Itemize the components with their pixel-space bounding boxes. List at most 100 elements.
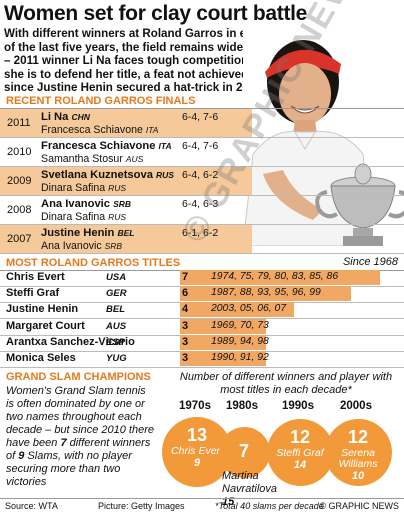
- decade-circle: 12 Steffi Graf 14: [266, 418, 334, 486]
- runner-country: RUS: [108, 212, 127, 222]
- titles-count: 3: [182, 335, 189, 348]
- slam-text-c: Slams, with no player securing more than…: [6, 450, 132, 488]
- final-year: 2009: [7, 175, 32, 187]
- row-shade: [0, 109, 252, 138]
- publisher-credit: © GRAPHIC NEWS: [319, 501, 399, 511]
- final-score: 6-4, 7-6: [182, 111, 219, 123]
- decade-chart: 1970s 13 Chris Evert 9 1980s 7 Martina Navrati…: [0, 400, 404, 508]
- runner-country: AUS: [125, 154, 144, 164]
- top-player: Martina Navratilova: [222, 470, 278, 495]
- player-name: Chris Evert: [6, 271, 65, 283]
- decade-circle: 13 Chris Evert 9: [162, 417, 232, 487]
- slam-text: Women's Grand Slam tennis is often domin…: [6, 385, 156, 489]
- titles-count: 4: [182, 303, 189, 316]
- final-score: 6-4, 7-6: [182, 140, 219, 152]
- final-row: 2007 Justine Henin BEL Ana Ivanovic SRB 6-1…: [0, 225, 404, 254]
- decade-circle: 7: [218, 426, 270, 478]
- titles-count: 6: [182, 287, 189, 300]
- titles-years: 2003, 05, 06, 07: [211, 303, 287, 315]
- final-runner-up: Dinara Safina RUS: [41, 182, 127, 194]
- page-title: Women set for clay court battle: [4, 2, 308, 25]
- final-score: 6-4, 6-2: [182, 169, 219, 181]
- row-shade: [0, 225, 252, 254]
- top-player-titles: 14: [293, 458, 307, 471]
- slam-num-b: 9: [18, 450, 25, 462]
- titles-years: 1989, 94, 98: [211, 335, 269, 347]
- top-player: Serena Williams: [338, 446, 378, 470]
- divider: [0, 498, 404, 499]
- final-year: 2011: [7, 117, 31, 129]
- top-player-titles: 10: [351, 469, 365, 482]
- row-shade: [0, 167, 252, 196]
- row-divider: [0, 195, 404, 196]
- finals-heading: Recent Roland Garros Finals: [6, 95, 196, 107]
- final-winner: Justine Henin BEL: [41, 227, 135, 239]
- row-divider: [0, 166, 404, 167]
- titles-row: Steffi Graf GER 6 1987, 88, 93, 95, 96, 99: [0, 286, 404, 304]
- titles-count: 3: [182, 352, 189, 364]
- winner-country: SRB: [113, 199, 132, 209]
- final-runner-up: Samantha Stosur AUS: [41, 153, 144, 165]
- final-runner-up: Dinara Safina RUS: [41, 211, 127, 223]
- footnote: *Total 40 slams per decade: [215, 501, 324, 511]
- final-row: 2009 Svetlana Kuznetsova RUS Dinara Safina…: [0, 167, 404, 196]
- slam-text-a: Women's Grand Slam tennis is often domin…: [6, 385, 155, 449]
- final-row: 2008 Ana Ivanovic SRB Dinara Safina RUS 6-4…: [0, 196, 404, 225]
- decade-label: 1990s: [282, 400, 314, 412]
- runner-country: ITA: [145, 125, 159, 135]
- player-name: Arantxa Sanchez-Vicario: [6, 335, 135, 348]
- final-score: 6-1, 6-2: [182, 227, 219, 239]
- titles-row: Monica Seles YUG 3 1990, 91, 92: [0, 351, 404, 368]
- titles-count: 7: [182, 271, 189, 283]
- runner-country: SRB: [104, 241, 123, 251]
- titles-bar: [180, 318, 266, 334]
- titles-years: 1974, 75, 79, 80, 83, 85, 86: [211, 271, 339, 282]
- player-photo: [243, 24, 404, 246]
- final-runner-up: Francesca Schiavone ITA: [41, 124, 159, 136]
- winners-count: 13: [186, 425, 208, 445]
- winners-count: 7: [238, 440, 249, 461]
- titles-row: Justine Henin BEL 4 2003, 05, 06, 07: [0, 302, 404, 320]
- titles-row: Chris Evert USA 7 1974, 75, 79, 80, 83, 85,…: [0, 270, 404, 287]
- top-player-outside: Martina Navratilova 15: [222, 470, 292, 509]
- top-player: Chris Evert: [171, 445, 223, 457]
- titles-row: Arantxa Sanchez-Vicario ESP 3 1989, 94, 98: [0, 334, 404, 352]
- decade-label: 2000s: [340, 400, 372, 412]
- slam-caption: Number of different winners and player w…: [179, 371, 393, 396]
- final-year: 2008: [7, 204, 32, 216]
- titles-years: 1987, 88, 93, 95, 96, 99: [211, 287, 321, 299]
- titles-years: 1990, 91, 92: [211, 352, 269, 363]
- slam-text-b: different winners of: [6, 437, 151, 462]
- row-divider: [0, 137, 404, 138]
- player-country: YUG: [106, 353, 127, 364]
- final-winner: Francesca Schiavone ITA: [41, 140, 172, 152]
- titles-row: Margaret Court AUS 3 1969, 70, 73: [0, 318, 404, 336]
- winner-country: CHN: [71, 112, 90, 122]
- row-divider: [0, 253, 404, 254]
- row-divider: [0, 224, 404, 225]
- titles-years: 1969, 70, 73: [211, 319, 269, 331]
- final-year: 2010: [7, 146, 32, 158]
- source: Source: WTA: [5, 501, 58, 511]
- top-player-titles: 9: [193, 457, 201, 469]
- winner-country: RUS: [156, 170, 174, 180]
- player-country: ESP: [106, 336, 126, 348]
- winner-country: ITA: [158, 141, 172, 151]
- row-divider: [0, 367, 404, 368]
- decade-label: 1970s: [179, 400, 211, 412]
- final-year: 2007: [7, 233, 32, 245]
- final-row: 2011 Li Na CHN Francesca Schiavone ITA 6-4,…: [0, 109, 404, 138]
- runner-country: RUS: [108, 183, 127, 193]
- player-country: GER: [106, 288, 127, 300]
- top-player: Steffi Graf: [276, 446, 324, 459]
- final-row: 2010 Francesca Schiavone ITA Samantha Stos…: [0, 138, 404, 167]
- picture-credit: Picture: Getty Images: [98, 501, 185, 511]
- winners-count: 12: [347, 426, 369, 447]
- final-winner: Svetlana Kuznetsova RUS: [41, 169, 174, 181]
- titles-bar: [180, 302, 294, 318]
- player-name: Monica Seles: [6, 352, 76, 364]
- slam-heading: Grand Slam Champions: [6, 371, 151, 383]
- final-score: 6-4, 6-3: [182, 198, 219, 210]
- slam-num-a: 7: [60, 437, 67, 449]
